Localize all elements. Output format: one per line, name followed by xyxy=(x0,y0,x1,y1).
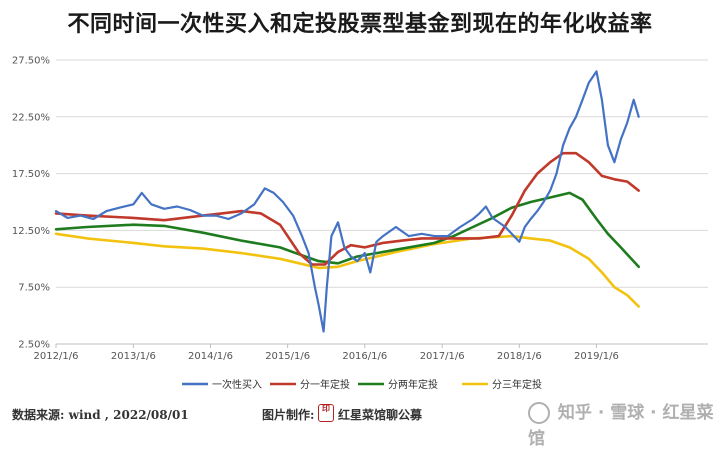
legend-label: 一次性买入 xyxy=(212,378,262,391)
watermark: 知乎 · 雪球 · 红星菜馆 xyxy=(528,398,720,449)
y-tick-label: 17.50% xyxy=(12,169,50,180)
series-line-1 xyxy=(54,70,640,333)
legend-label: 分三年定投 xyxy=(492,378,542,391)
y-tick-label: 2.50% xyxy=(18,340,50,351)
x-tick-label: 2014/1/6 xyxy=(188,351,233,362)
series-line-2 xyxy=(54,151,640,266)
x-tick-label: 2019/1/6 xyxy=(574,351,619,362)
series-line-4 xyxy=(54,232,640,308)
watermark-text: 知乎 · 雪球 · 红星菜馆 xyxy=(528,403,714,449)
x-tick-label: 2015/1/6 xyxy=(265,351,310,362)
credit-prefix: 图片制作: xyxy=(262,408,315,422)
y-tick-label: 12.50% xyxy=(12,226,50,237)
y-tick-label: 22.50% xyxy=(12,112,50,123)
x-tick-label: 2017/1/6 xyxy=(420,351,465,362)
x-tick-label: 2012/1/6 xyxy=(34,351,79,362)
legend-label: 分一年定投 xyxy=(300,378,350,391)
brand-name: 红星菜馆聊公募 xyxy=(338,408,423,422)
legend-label: 分两年定投 xyxy=(388,378,438,391)
data-source-note: 数据来源: wind , 2022/08/01 xyxy=(12,408,189,422)
y-tick-label: 7.50% xyxy=(18,283,50,294)
chart-title: 不同时间一次性买入和定投股票型基金到现在的年化收益率 xyxy=(67,11,653,37)
y-tick-label: 27.50% xyxy=(12,56,50,67)
x-tick-label: 2018/1/6 xyxy=(497,351,542,362)
x-tick-label: 2013/1/6 xyxy=(111,351,156,362)
line-chart: 2.50% 7.50% 12.50% 17.50% 22.50% 27.50% 2012/1… xyxy=(12,56,708,391)
seal-logo: 印 xyxy=(318,404,334,422)
series-line-3 xyxy=(54,191,640,269)
snowball-icon xyxy=(528,402,550,424)
x-tick-label: 2016/1/6 xyxy=(342,351,387,362)
